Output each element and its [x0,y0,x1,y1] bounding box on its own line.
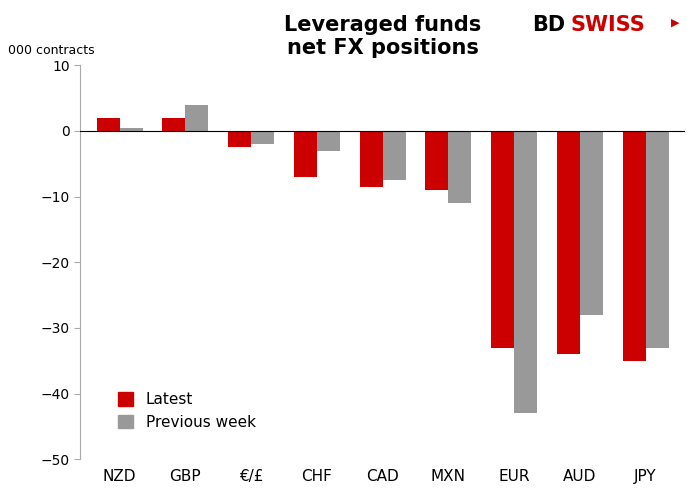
Bar [382,131,405,180]
Text: BD: BD [532,15,565,35]
Bar [120,128,143,131]
Bar [360,131,382,187]
Bar [645,131,668,348]
Bar [186,105,209,131]
Bar [491,131,514,348]
Bar [251,131,274,144]
Bar [97,118,120,131]
Text: 000 contracts: 000 contracts [8,44,94,57]
Bar [514,131,537,413]
Title: Leveraged funds
net FX positions: Leveraged funds net FX positions [284,15,481,58]
Bar [622,131,645,361]
Bar [294,131,317,177]
Bar [162,118,186,131]
Bar [556,131,580,354]
Text: ▶: ▶ [671,17,679,27]
Bar [426,131,448,190]
Bar [317,131,340,151]
Bar [228,131,251,147]
Text: SWISS: SWISS [570,15,645,35]
Bar [448,131,471,203]
Bar [580,131,603,315]
Legend: Latest, Previous week: Latest, Previous week [112,386,262,436]
